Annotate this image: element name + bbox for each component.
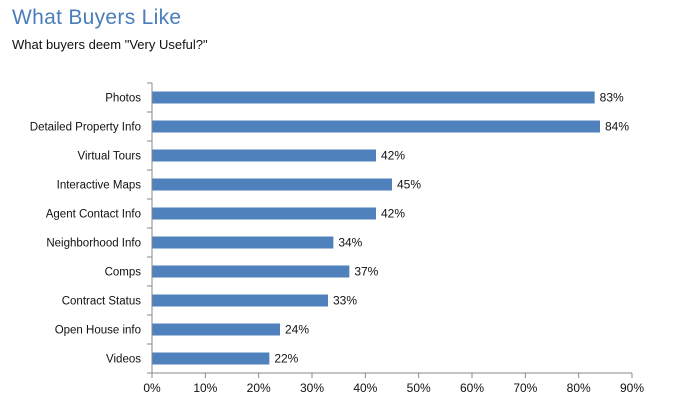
category-label: Virtual Tours (78, 151, 142, 163)
category-label: Detailed Property Info (30, 122, 141, 134)
bar (152, 294, 328, 307)
data-label: 83% (600, 91, 624, 105)
bar (152, 236, 334, 249)
category-label: Agent Contact Info (46, 209, 141, 221)
category-label: Comps (105, 267, 142, 279)
x-tick-label: 0% (143, 381, 161, 395)
bar (152, 149, 376, 162)
x-tick-label: 10% (193, 381, 217, 395)
category-label: Interactive Maps (57, 180, 142, 192)
data-label: 33% (333, 294, 357, 308)
category-label: Videos (106, 354, 141, 366)
x-tick-label: 50% (407, 381, 431, 395)
x-tick-label: 30% (300, 381, 324, 395)
category-label: Contract Status (62, 296, 142, 308)
data-label: 42% (381, 207, 405, 221)
x-tick-label: 80% (567, 381, 591, 395)
category-label: Open House info (55, 325, 141, 337)
bar (152, 323, 280, 336)
x-tick-label: 70% (513, 381, 537, 395)
x-tick-label: 20% (247, 381, 271, 395)
bar (152, 207, 376, 220)
data-label: 42% (381, 149, 405, 163)
chart-title: What Buyers Like (12, 6, 182, 29)
bar (152, 265, 350, 278)
data-label: 22% (274, 352, 298, 366)
x-tick-label: 60% (460, 381, 484, 395)
x-tick-label: 40% (353, 381, 377, 395)
bar (152, 91, 595, 104)
x-tick-label: 90% (620, 381, 644, 395)
category-label: Neighborhood Info (46, 238, 141, 250)
bar (152, 352, 270, 365)
bar (152, 120, 600, 133)
chart-subtitle: What buyers deem "Very Useful?" (12, 37, 208, 52)
data-label: 45% (397, 178, 421, 192)
data-label: 34% (338, 236, 362, 250)
bar (152, 178, 392, 191)
data-label: 84% (605, 120, 629, 134)
data-label: 37% (354, 265, 378, 279)
data-label: 24% (285, 323, 309, 337)
category-label: Photos (105, 93, 141, 105)
